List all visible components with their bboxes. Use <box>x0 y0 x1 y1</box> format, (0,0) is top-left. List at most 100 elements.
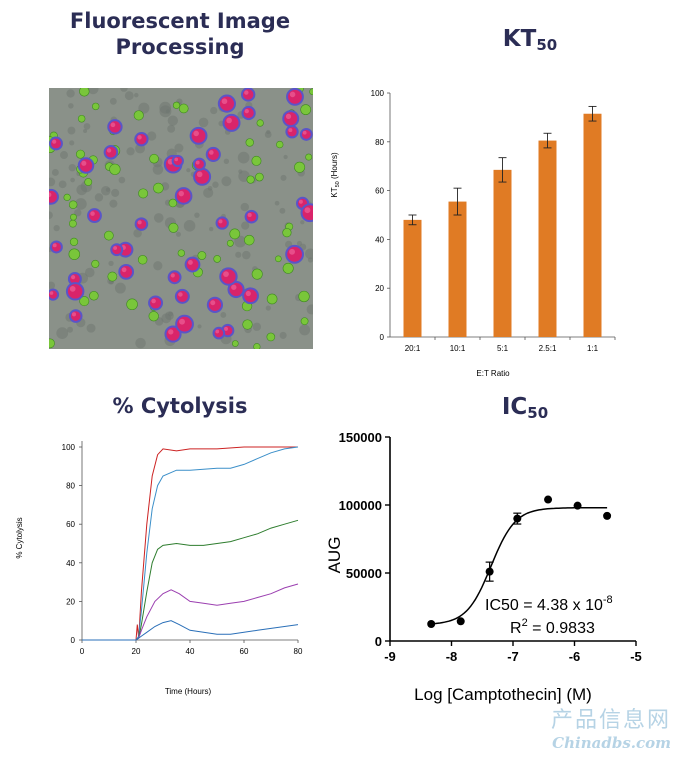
effector-cell <box>275 255 282 263</box>
target-cell-highlight <box>110 122 116 128</box>
target-cell <box>299 127 313 141</box>
kt-ylabel-sub: 50 <box>335 181 341 187</box>
target-cell-highlight <box>245 290 251 297</box>
effector-cell <box>68 200 78 210</box>
target-cell <box>212 326 226 340</box>
target-cell-highlight <box>70 275 76 280</box>
effector-cell <box>91 102 100 111</box>
cyto-axes: 0 20 40 60 80 100 0 20 40 60 80 <box>62 441 303 656</box>
debris <box>265 305 271 311</box>
debris <box>138 102 150 114</box>
target-cell <box>215 216 229 230</box>
r2-annotation-main: R <box>510 620 522 637</box>
effector-cell <box>177 249 186 257</box>
effector-cell <box>255 172 264 182</box>
watermark-en: Chinadbs.com <box>552 734 671 752</box>
cytolysis-title: % Cytolysis <box>112 394 248 418</box>
debris <box>111 188 120 197</box>
debris <box>87 88 99 95</box>
effector-cell <box>256 119 264 127</box>
debris <box>242 250 251 260</box>
fluorescent-microscopy-image <box>49 88 313 349</box>
debris <box>161 313 172 324</box>
kt-x-tick-label: 5:1 <box>497 344 509 353</box>
debris <box>109 199 118 208</box>
debris <box>305 248 313 260</box>
debris <box>212 181 219 188</box>
effector-cell <box>91 259 100 268</box>
cyto-x-tick-label: 20 <box>132 647 141 656</box>
effector-cell <box>300 104 312 116</box>
effector-cell <box>253 343 261 349</box>
micro-cells <box>49 88 313 349</box>
ic50-annotation: IC50 = 4.38 x 10-8 <box>485 594 613 614</box>
target-cell-highlight <box>231 284 237 290</box>
debris <box>299 324 311 336</box>
ic-data-point <box>573 501 582 510</box>
target-cell-highlight <box>52 139 57 144</box>
cyto-series-line <box>82 583 299 641</box>
target-cell-highlight <box>90 211 95 216</box>
effector-cell <box>84 178 93 186</box>
ic-axes: 0 50000 100000 150000 -9 -8 -7 -6 -5 <box>339 430 642 664</box>
target-cell-highlight <box>106 148 112 153</box>
debris <box>153 213 164 223</box>
effector-cell <box>77 114 86 123</box>
cyto-y-axis-label: % Cytolysis <box>15 517 24 558</box>
target-cell-highlight <box>288 128 293 133</box>
effector-cell <box>178 103 189 114</box>
debris <box>183 220 196 232</box>
debris <box>240 202 249 212</box>
kt-y-tick-label: 40 <box>375 235 384 244</box>
effector-cell <box>276 140 284 149</box>
target-cell <box>107 119 123 135</box>
kt-bar <box>448 201 467 337</box>
debris <box>74 209 82 217</box>
ic50-title-main: IC <box>501 394 528 420</box>
target-cell <box>240 88 256 102</box>
target-cell <box>244 209 259 224</box>
kt50-bar-chart: 0 20 40 60 80 100 20:1 10:1 5:1 2.5:1 1:1 KT50 (Ho… <box>330 89 616 378</box>
target-cell <box>189 126 208 145</box>
debris <box>135 337 146 349</box>
effector-cell <box>229 228 241 240</box>
target-cell-highlight <box>151 298 156 304</box>
ic-y-tick-label: 50000 <box>346 566 382 581</box>
watermark: 产品信息网 Chinadbs.com <box>551 702 671 752</box>
debris <box>105 187 111 192</box>
effector-cell <box>251 155 262 166</box>
kt-y-tick-label: 60 <box>375 187 384 196</box>
debris <box>306 304 313 315</box>
debris <box>274 200 280 206</box>
r2-annotation-exp: 2 <box>522 617 528 629</box>
kt-bar <box>403 219 422 337</box>
effector-cell <box>298 290 310 303</box>
effector-cell <box>246 175 255 184</box>
debris <box>237 151 250 164</box>
kt-y-tick-label: 80 <box>375 138 384 147</box>
target-cell-highlight <box>49 291 54 295</box>
kt-bar <box>493 169 512 337</box>
cyto-x-tick-label: 40 <box>186 647 195 656</box>
debris <box>167 124 176 133</box>
effector-cell <box>89 291 99 301</box>
debris <box>221 176 232 187</box>
target-cell <box>87 208 102 224</box>
cyto-series-line <box>82 446 298 641</box>
effector-cell <box>68 248 81 260</box>
target-cell <box>242 287 259 305</box>
debris <box>83 128 88 133</box>
debris <box>49 211 53 219</box>
target-cell <box>217 94 237 113</box>
ic-data-point <box>603 511 612 520</box>
debris <box>223 158 230 164</box>
fluorescent-image-title: Fluorescent Image Processing <box>69 9 291 59</box>
target-cell-highlight <box>195 160 200 165</box>
debris <box>86 323 96 333</box>
target-cell-highlight <box>49 192 52 198</box>
cyto-y-tick-label: 20 <box>66 597 75 606</box>
target-cell-highlight <box>71 312 77 317</box>
debris <box>252 322 262 331</box>
target-cell-highlight <box>196 171 203 178</box>
target-cell-highlight <box>302 130 307 135</box>
